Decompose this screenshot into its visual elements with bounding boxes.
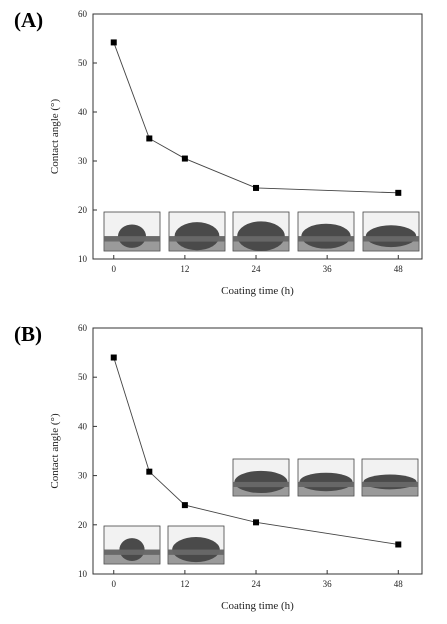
droplet-inset-image [168, 211, 226, 252]
series-line [113, 42, 399, 194]
y-tick-label: 30 [78, 471, 88, 481]
y-tick-label: 50 [78, 372, 88, 382]
data-point [110, 39, 117, 46]
x-tick-label: 24 [252, 579, 262, 589]
inset-substrate-top [169, 236, 225, 242]
droplet-inset-image [232, 211, 290, 252]
inset-substrate-top [298, 481, 354, 488]
data-point [181, 155, 188, 162]
panel-label: (A) [14, 8, 43, 32]
data-point [253, 519, 260, 526]
x-tick-label: 36 [323, 264, 333, 274]
inset-substrate-top [362, 481, 418, 488]
y-tick-label: 40 [78, 421, 88, 431]
inset-substrate-reflection [362, 487, 418, 496]
inset-substrate-top [363, 236, 419, 242]
chart-panel-1: (A) 10 20 30 40 50 60 0 12 24 36 48 Coating time (h)… [14, 8, 423, 297]
droplet-inset-image [362, 211, 420, 252]
data-point [395, 189, 402, 196]
inset-substrate-reflection [298, 487, 354, 496]
inset-substrate-top [104, 549, 160, 555]
droplet-inset-image [103, 525, 161, 565]
inset-substrate-top [233, 481, 289, 488]
x-axis-title: Coating time (h) [221, 285, 294, 297]
plot-frame [92, 13, 423, 260]
y-tick-label: 60 [78, 9, 88, 19]
x-tick-label: 36 [323, 579, 333, 589]
y-tick-label: 60 [78, 323, 88, 333]
y-tick-label: 10 [78, 569, 88, 579]
x-tick-label: 12 [180, 264, 189, 274]
droplet-inset-image [297, 458, 355, 497]
data-point [181, 502, 188, 509]
x-tick-label: 24 [252, 264, 262, 274]
series-line [113, 357, 399, 545]
data-point [395, 541, 402, 548]
y-tick-label: 40 [78, 107, 88, 117]
x-tick-label: 48 [394, 579, 404, 589]
x-tick-label: 0 [111, 264, 116, 274]
y-tick-label: 30 [78, 156, 88, 166]
y-axis-title: Contact angle (°) [49, 413, 61, 489]
panel-label: (B) [14, 322, 42, 346]
y-tick-label: 20 [78, 205, 88, 215]
data-point [110, 354, 117, 361]
inset-substrate-top [298, 236, 354, 242]
x-tick-label: 12 [180, 579, 189, 589]
inset-substrate-top [104, 236, 160, 242]
inset-droplet [119, 538, 145, 561]
x-axis-title: Coating time (h) [221, 600, 294, 612]
data-point [253, 184, 260, 191]
y-tick-label: 10 [78, 254, 88, 264]
droplet-inset-image [232, 458, 290, 497]
inset-substrate-top [168, 549, 224, 555]
x-tick-label: 48 [394, 264, 404, 274]
chart-panel-2: (B) 10 20 30 40 50 60 0 12 24 36 48 Coating time (h)… [14, 322, 423, 612]
droplet-inset-image [167, 525, 225, 565]
plot-frame [92, 327, 423, 575]
droplet-inset-image [297, 211, 355, 252]
y-tick-label: 20 [78, 520, 88, 530]
inset-substrate-top [233, 236, 289, 242]
y-axis-title: Contact angle (°) [49, 99, 61, 175]
y-tick-label: 50 [78, 58, 88, 68]
x-tick-label: 0 [111, 579, 116, 589]
droplet-inset-image [103, 211, 161, 252]
data-point [146, 468, 153, 475]
droplet-inset-image [361, 458, 419, 497]
data-point [146, 135, 153, 142]
